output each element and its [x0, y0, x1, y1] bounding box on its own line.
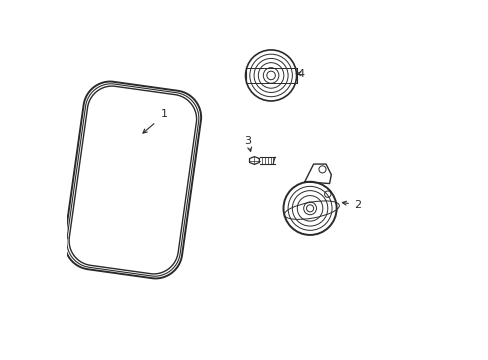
Text: 2: 2 — [354, 200, 361, 210]
Polygon shape — [249, 157, 259, 165]
Text: 4: 4 — [297, 69, 304, 79]
Text: 1: 1 — [161, 109, 168, 120]
Text: 3: 3 — [244, 136, 251, 146]
